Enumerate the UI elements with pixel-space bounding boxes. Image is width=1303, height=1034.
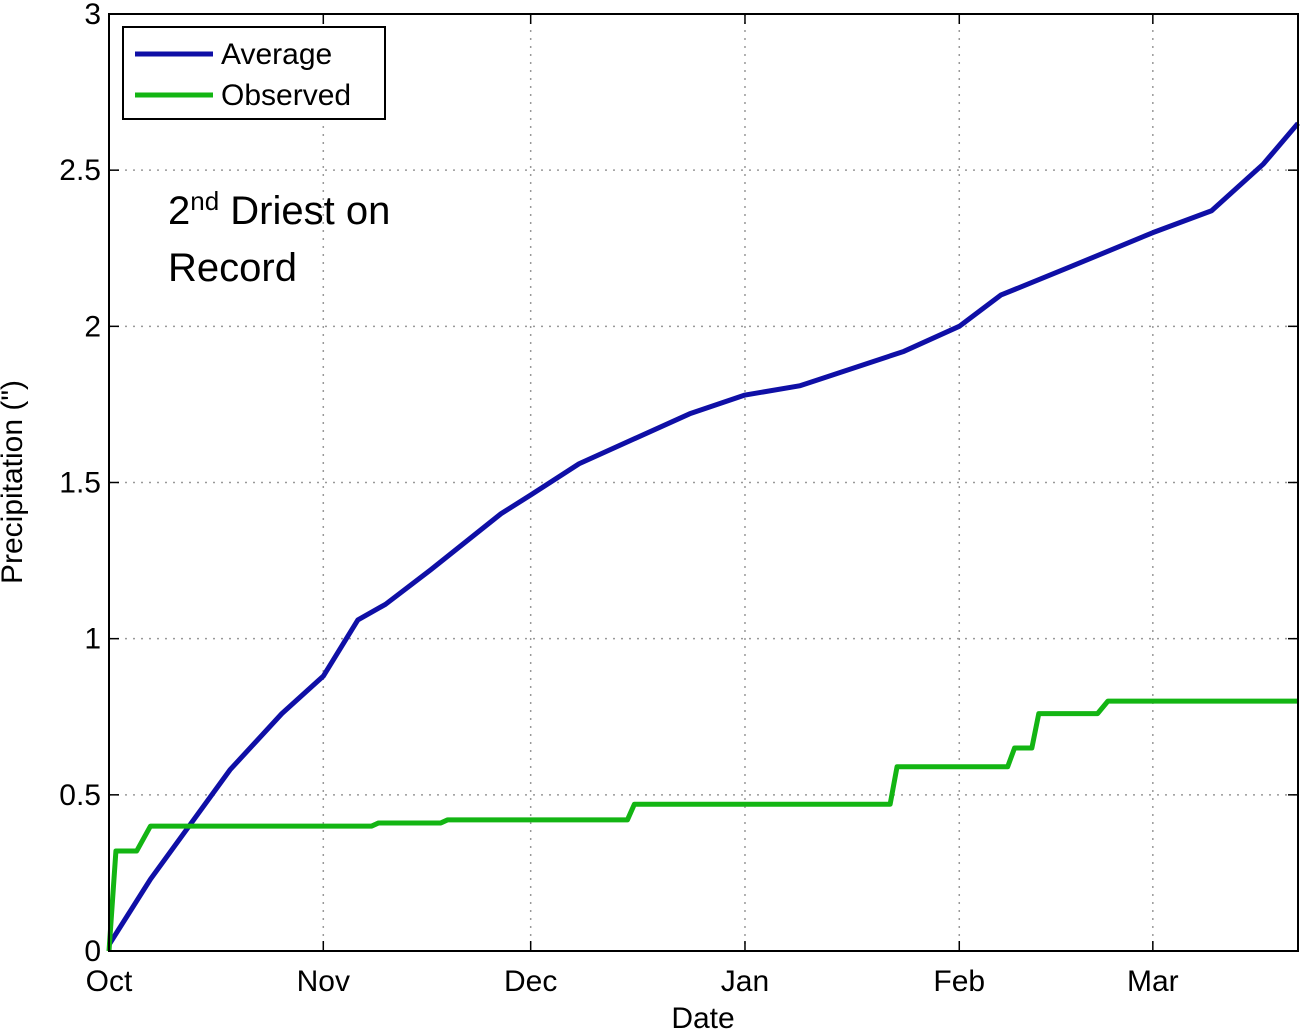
x-tick-label: Jan (721, 965, 769, 998)
y-tick-label: 1 (84, 623, 101, 656)
y-axis-label: Precipitation (") (0, 380, 29, 584)
annotation-suffix: nd (190, 186, 219, 216)
x-tick-label: Oct (86, 965, 133, 998)
x-tick-label: Dec (504, 965, 557, 998)
y-tick-label: 0.5 (59, 779, 101, 812)
plot-frame (108, 13, 1299, 952)
y-tick-label: 3 (84, 0, 101, 31)
x-axis-label: Date (671, 1002, 734, 1034)
x-tick-label: Nov (297, 965, 350, 998)
y-tick-label: 2 (84, 310, 101, 343)
y-tick-label: 1.5 (59, 467, 101, 500)
series-line (106, 121, 1300, 947)
annotation: 2nd Driest on (168, 186, 390, 233)
annotation-number: 2 (168, 189, 190, 233)
x-tick-label: Mar (1127, 965, 1179, 998)
y-tick-label: 0 (84, 935, 101, 968)
x-tick-label: Feb (933, 965, 985, 998)
legend-label: Average (221, 38, 332, 71)
series-line (106, 698, 1298, 952)
legend-box (122, 26, 386, 120)
legend-label: Observed (221, 79, 351, 112)
annotation-line2: Record (168, 246, 297, 290)
annotation-text: Driest on (219, 189, 390, 233)
y-tick-label: 2.5 (59, 154, 101, 187)
